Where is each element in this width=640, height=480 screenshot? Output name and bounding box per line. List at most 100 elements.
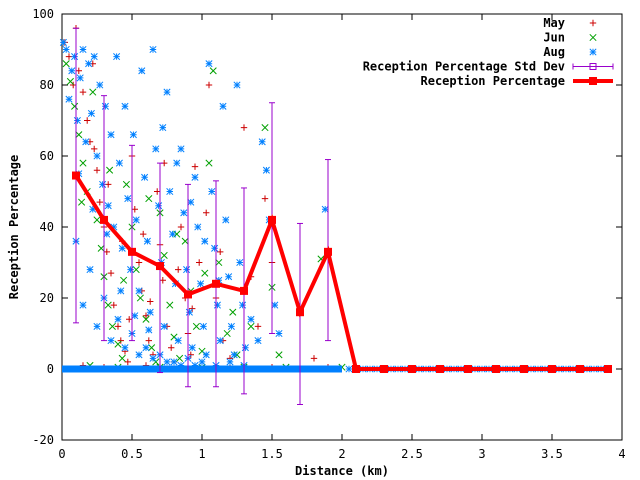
point	[254, 337, 262, 345]
point	[216, 337, 224, 345]
legend-box	[589, 77, 597, 85]
mean-point	[240, 286, 248, 295]
point	[138, 67, 146, 75]
y-axis-title: Reception Percentage	[7, 155, 21, 300]
series-aug	[59, 38, 329, 370]
point	[147, 298, 154, 305]
point	[177, 361, 185, 370]
point	[219, 102, 227, 110]
point	[135, 259, 143, 266]
point	[146, 308, 154, 316]
x-axis-title: Distance (km)	[295, 464, 389, 478]
point	[227, 322, 235, 330]
point	[114, 315, 122, 323]
point	[114, 323, 122, 330]
mean-point	[548, 365, 556, 373]
point	[183, 266, 191, 274]
point	[101, 102, 109, 110]
point	[199, 322, 207, 330]
point	[194, 223, 202, 231]
mean-point	[212, 279, 220, 288]
point	[140, 230, 147, 238]
point	[166, 187, 174, 196]
legend-box	[589, 63, 597, 70]
point	[148, 344, 156, 352]
mean-point	[128, 247, 136, 256]
point	[122, 180, 130, 188]
point	[68, 67, 76, 75]
point	[187, 351, 194, 358]
series-jun	[62, 60, 346, 371]
point	[159, 124, 167, 132]
point	[91, 145, 98, 153]
point	[170, 358, 178, 366]
point	[131, 206, 138, 213]
point	[177, 223, 185, 231]
x-tick-label: 3	[478, 447, 485, 461]
point	[103, 248, 110, 256]
point	[155, 202, 163, 210]
mean-point	[464, 365, 472, 373]
point	[205, 159, 213, 167]
point	[191, 361, 199, 370]
point	[233, 81, 241, 89]
x-tick-label: 2	[338, 447, 345, 461]
point	[103, 230, 111, 238]
x-tick-label: 1.5	[261, 447, 283, 461]
y-tick-label: 0	[47, 362, 54, 376]
point	[79, 301, 87, 309]
point	[177, 145, 185, 153]
zero-band	[62, 365, 342, 373]
point	[93, 322, 101, 330]
mean-point	[184, 290, 192, 299]
point	[188, 344, 196, 352]
point	[124, 358, 131, 366]
point	[135, 287, 143, 295]
point	[117, 337, 124, 344]
point	[152, 358, 160, 366]
point	[222, 216, 230, 224]
point	[208, 187, 216, 196]
mean-point	[352, 365, 360, 373]
point	[65, 95, 73, 103]
point	[152, 145, 160, 153]
point	[211, 244, 219, 252]
point	[93, 216, 101, 224]
point	[85, 60, 93, 68]
series-std-dev	[73, 27, 331, 405]
point	[239, 301, 247, 309]
point	[217, 248, 224, 256]
point	[192, 322, 200, 330]
point	[240, 124, 248, 131]
mean-point	[268, 215, 276, 224]
point	[89, 88, 97, 96]
y-tick-label: 40	[40, 220, 54, 234]
point	[310, 355, 318, 362]
point	[261, 195, 269, 202]
point	[174, 337, 182, 345]
point	[84, 117, 91, 124]
point	[205, 81, 213, 89]
point	[79, 88, 87, 96]
legend-label: Reception Percentage Std Dev	[363, 60, 565, 74]
point	[89, 205, 97, 213]
point	[78, 198, 86, 206]
point	[104, 202, 112, 210]
point	[110, 223, 118, 231]
point	[143, 237, 151, 245]
y-tick-label: 100	[32, 7, 54, 21]
point	[197, 280, 205, 288]
x-tick-label: 4	[618, 447, 625, 461]
mean-point	[296, 308, 304, 317]
point	[145, 326, 153, 334]
point	[142, 344, 150, 352]
point	[82, 138, 90, 146]
point	[154, 188, 161, 195]
point	[87, 109, 95, 117]
point	[205, 60, 213, 68]
point	[110, 301, 117, 309]
point	[99, 180, 107, 188]
point	[160, 251, 168, 259]
point	[142, 312, 150, 319]
